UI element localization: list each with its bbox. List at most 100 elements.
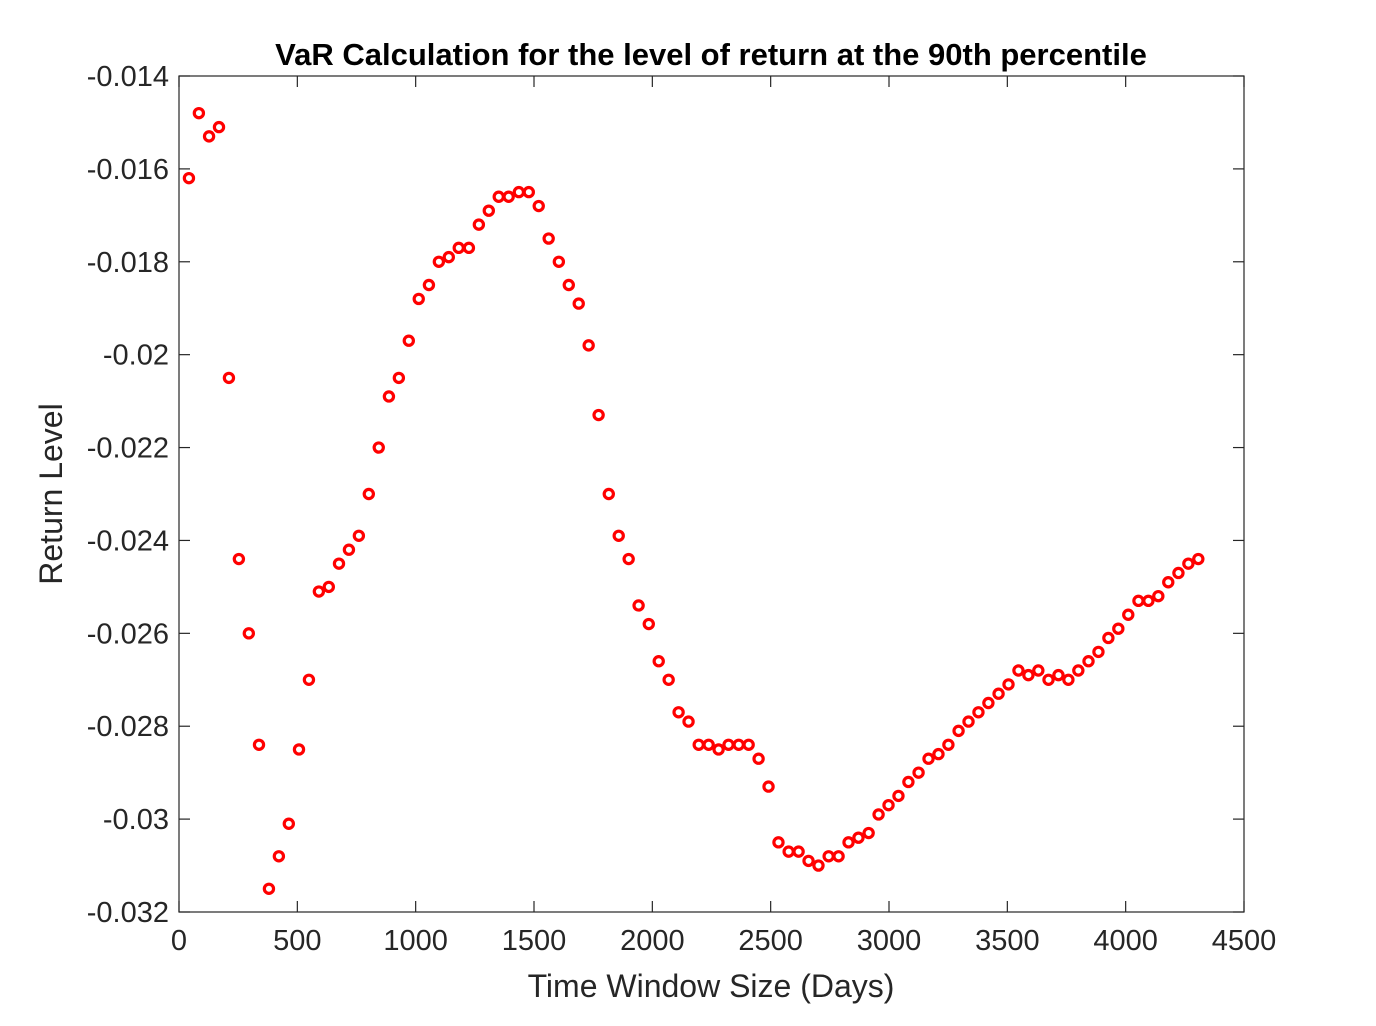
data-point: [842, 836, 855, 849]
chart-title: VaR Calculation for the level of return …: [275, 37, 1147, 72]
axis-tick-labels: 0 500 1000 1500 2000 2500 3000 3500 4000 4500 -0.0…: [87, 61, 1276, 957]
data-point: [952, 724, 965, 738]
data-point: [982, 696, 995, 710]
data-point: [702, 738, 715, 752]
data-point: [312, 585, 326, 598]
data-point: [342, 543, 356, 556]
data-point: [402, 334, 416, 347]
y-tick-label: -0.03: [103, 804, 169, 836]
data-point: [422, 278, 436, 292]
x-tick-label: 4500: [1212, 925, 1277, 957]
data-point: [1092, 645, 1105, 659]
y-tick-label: -0.016: [87, 154, 169, 186]
data-point: [482, 204, 495, 217]
data-point: [932, 747, 945, 761]
data-point: [1072, 664, 1085, 677]
data-point: [772, 836, 785, 849]
data-point: [792, 845, 805, 858]
data-point: [902, 775, 915, 789]
x-tick-label: 500: [273, 925, 321, 957]
data-point: [572, 297, 585, 310]
data-point: [522, 185, 535, 199]
x-tick-label: 3000: [857, 925, 922, 957]
data-point: [852, 831, 865, 844]
data-point: [1052, 668, 1065, 682]
data-point: [582, 339, 595, 352]
data-point: [562, 278, 575, 292]
x-tick-label: 1500: [502, 925, 567, 957]
data-point: [872, 808, 885, 821]
y-tick-label: -0.026: [87, 618, 169, 650]
data-point: [362, 487, 376, 501]
data-point: [1032, 664, 1045, 677]
x-tick-label: 4000: [1093, 925, 1158, 957]
data-point: [602, 487, 615, 501]
data-point: [202, 130, 216, 143]
data-point: [352, 529, 366, 543]
data-point: [472, 218, 486, 231]
x-tick-label: 3500: [975, 925, 1040, 957]
y-tick-label: -0.018: [87, 247, 169, 279]
data-point: [182, 171, 196, 185]
data-point: [1142, 594, 1155, 608]
data-point: [1122, 608, 1135, 621]
data-point: [222, 371, 236, 385]
y-tick-label: -0.022: [87, 433, 169, 465]
x-tick-label: 0: [171, 925, 187, 957]
data-point: [592, 408, 605, 422]
data-point: [392, 371, 406, 385]
data-point: [1022, 668, 1035, 682]
data-point: [1062, 673, 1075, 686]
data-point: [272, 850, 286, 863]
data-point: [1012, 664, 1025, 677]
data-point: [432, 255, 446, 268]
data-point: [622, 552, 635, 566]
data-point: [1042, 673, 1055, 686]
data-point: [882, 798, 895, 812]
y-tick-label: -0.014: [87, 61, 169, 93]
data-point: [1172, 566, 1185, 580]
data-point: [912, 766, 925, 779]
x-tick-label: 2500: [738, 925, 803, 957]
data-point: [212, 120, 226, 134]
data-point: [762, 780, 775, 793]
data-point: [1192, 552, 1205, 566]
data-point: [802, 854, 815, 868]
data-points: [182, 106, 1205, 895]
data-point: [652, 655, 665, 668]
data-point: [252, 738, 266, 752]
y-tick-label: -0.024: [87, 525, 169, 557]
x-axis-label: Time Window Size (Days): [528, 968, 895, 1004]
data-point: [612, 529, 625, 543]
data-point: [992, 687, 1005, 700]
data-point: [1162, 576, 1175, 589]
data-point: [532, 199, 545, 213]
y-tick-label: -0.032: [87, 897, 169, 929]
plot-area: [178, 75, 1245, 913]
data-point: [442, 250, 455, 264]
data-point: [832, 850, 845, 863]
data-point: [1002, 678, 1015, 691]
data-point: [922, 752, 935, 765]
data-point: [672, 706, 685, 719]
axis-ticks: [178, 75, 1245, 913]
data-point: [552, 255, 566, 268]
data-point: [282, 817, 296, 830]
data-point: [632, 599, 645, 612]
data-point: [1102, 631, 1115, 645]
data-point: [662, 673, 675, 686]
data-point: [962, 715, 975, 728]
data-point: [892, 789, 905, 803]
data-point: [322, 580, 336, 594]
data-point: [232, 552, 246, 566]
data-point: [812, 859, 825, 872]
data-point: [382, 390, 396, 403]
data-point: [1182, 557, 1195, 570]
y-tick-label: -0.02: [103, 340, 169, 372]
data-point: [1112, 622, 1125, 635]
data-point: [742, 738, 755, 752]
y-tick-label: -0.028: [87, 711, 169, 743]
data-point: [1152, 589, 1165, 603]
x-tick-label: 1000: [383, 925, 448, 957]
